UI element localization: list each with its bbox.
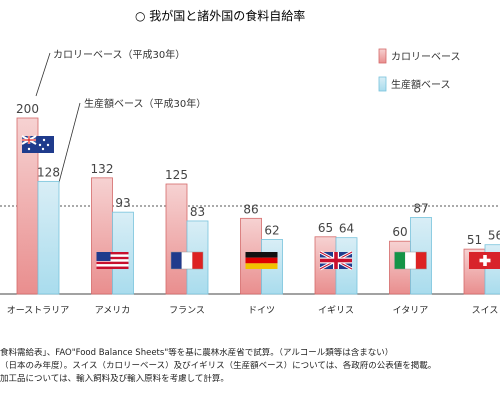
australia-flag-icon-part [38,143,42,147]
annotations: カロリーベース（平成30年） 生産額ベース（平成30年） [35,48,206,191]
germany-flag-icon [245,252,278,269]
france-flag-icon-part [181,252,193,269]
annotation-production-label: 生産額ベース（平成30年） [84,97,206,110]
france-flag-icon-part [170,251,204,270]
germany-flag-icon-part [245,252,278,258]
annotation-calorie-label: カロリーベース（平成30年） [53,48,185,61]
data-label-calorie-4: 65 [318,221,333,235]
uk-flag-icon [319,250,353,271]
x-tick-label-5: イタリア [393,305,429,316]
data-label-production-2: 83 [190,205,205,219]
note-line-2: （日本のみ年度）。スイス（カロリーベース）及びイギリス（生産額ベース）については… [0,361,437,371]
data-label-production-0: 128 [37,165,60,179]
note-line-3: 加工品については、輸入飼料及び輸入原料を考慮して計算。 [0,374,229,384]
data-label-calorie-1: 132 [91,162,114,176]
x-tick-label-1: アメリカ [95,305,131,316]
germany-flag-icon-part [245,263,278,269]
x-tick-label-3: ドイツ [248,306,275,316]
data-label-calorie-5: 60 [392,225,407,239]
germany-flag-icon-part [245,257,278,264]
usa-flag-icon [96,252,129,269]
legend-swatch-calorie [378,48,387,64]
usa-flag-icon-part [96,266,129,269]
data-label-production-6: 56 [488,229,500,243]
usa-flag-icon-part [96,256,129,260]
data-label-production-5: 87 [413,201,428,215]
x-tick-label-4: イギリス [318,305,354,316]
annotation-calorie-leader [35,52,51,97]
usa-flag-icon-part [96,252,111,261]
legend-swatch-production [378,76,387,92]
data-label-production-3: 62 [264,223,279,237]
legend-label-calorie: カロリーベース [391,51,461,63]
italy-flag-icon-part [415,252,427,269]
switzerland-flag-icon-part [479,258,491,263]
usa-flag-icon-part [96,264,129,267]
plot-area: 200 128 オーストラリア 132 93 アメリカ 125 83 フランス 86 62 ドイツ 65… [0,102,500,316]
x-tick-label-2: フランス [169,305,205,316]
usa-flag-icon-part [96,254,129,257]
bar-calorie-2 [165,183,188,295]
australia-flag-icon-part [27,147,31,151]
switzerland-flag-icon [469,252,500,269]
data-label-calorie-6: 51 [467,233,482,247]
data-label-calorie-2: 125 [165,168,188,182]
france-flag-icon-part [171,252,182,269]
australia-flag-icon-part [42,138,46,142]
x-tick-label-0: オーストラリア [7,305,70,316]
bar-calorie-1 [91,177,113,295]
france-flag-icon [170,251,204,270]
chart-title: ○ 我が国と諸外国の食料自給率 [135,8,305,23]
france-flag-icon-part [192,252,203,269]
bar-production-0 [37,180,60,295]
legend: カロリーベース 生産額ベース [378,48,461,92]
x-tick-label-6: スイス [472,306,499,316]
uk-flag-icon-part [320,258,352,263]
usa-flag-icon-part [96,259,129,262]
italy-flag-icon-part [405,252,416,269]
italy-flag-icon-part [394,251,427,270]
italy-flag-icon [394,251,427,270]
italy-flag-icon-part [394,252,406,269]
data-label-production-1: 93 [115,196,130,210]
australia-flag-icon-part [46,143,50,147]
australia-flag-icon-part [41,147,45,151]
data-label-calorie-3: 86 [243,202,258,216]
note-line-1: 食料需給表」、FAO"Food Balance Sheets"等を基に農林水産省… [0,348,394,358]
annotation-production-leader [56,102,81,191]
data-label-calorie-0: 200 [16,102,39,116]
legend-label-production: 生産額ベース [391,78,451,91]
usa-flag-icon-part [96,252,129,255]
data-label-production-4: 64 [339,222,354,236]
australia-flag-icon [21,135,54,153]
usa-flag-icon-part [96,261,129,265]
